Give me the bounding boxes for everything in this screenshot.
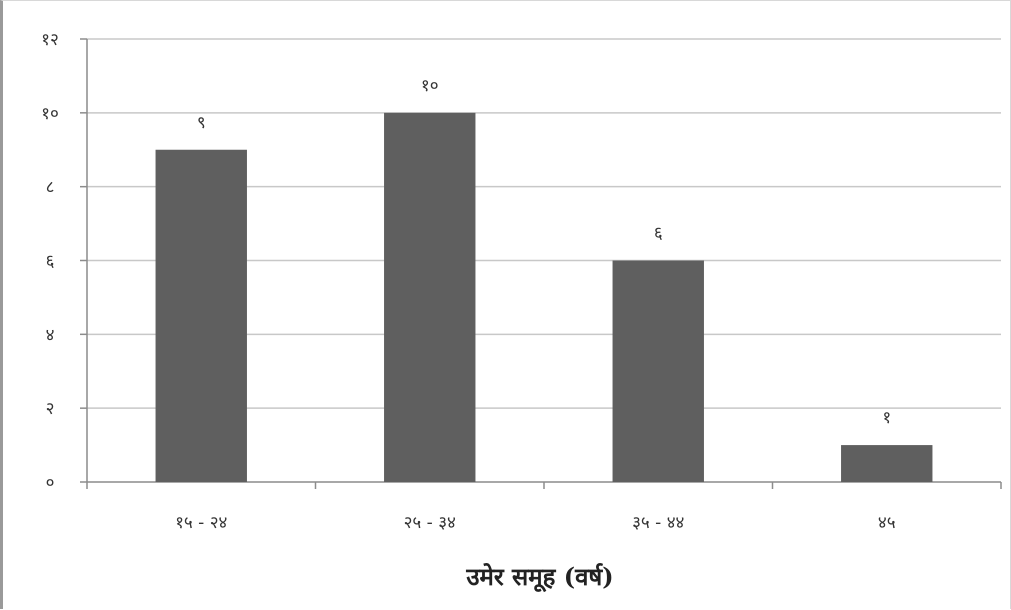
y-tick-label: ० bbox=[46, 473, 55, 493]
data-label: १ bbox=[882, 408, 891, 428]
bar bbox=[384, 112, 476, 482]
bars bbox=[155, 112, 933, 482]
bar bbox=[841, 445, 933, 482]
y-tick-label: ६ bbox=[46, 252, 55, 272]
x-tick-label: २५ - ३४ bbox=[404, 513, 456, 533]
y-tick-label: २ bbox=[46, 399, 55, 419]
y-tick-label: १२ bbox=[41, 30, 59, 50]
x-tick-label: ४५ bbox=[878, 513, 896, 533]
bar bbox=[612, 260, 704, 482]
y-tick-label: ४ bbox=[46, 325, 55, 345]
data-label: ६ bbox=[654, 224, 663, 244]
bar-chart: ० २ ४ ६ ८ १० १२ ९ १५ - २४ १० २५ - ३४ ६ ३५ - ४४ १ ४५ उम… bbox=[41, 30, 1002, 593]
labels: ० २ ४ ६ ८ १० १२ ९ १५ - २४ १० २५ - ३४ ६ ३५ - ४४ १ ४५ bbox=[41, 30, 895, 533]
x-axis-title: उमेर समूह (वर्ष) bbox=[465, 562, 613, 593]
data-label: ९ bbox=[197, 113, 206, 133]
x-tick-label: १५ - २४ bbox=[175, 513, 227, 533]
x-tick-label: ३५ - ४४ bbox=[632, 513, 684, 533]
data-label: १० bbox=[421, 76, 439, 96]
y-tick-label: ८ bbox=[46, 178, 55, 198]
y-tick-label: १० bbox=[41, 104, 59, 124]
bar bbox=[155, 149, 247, 482]
